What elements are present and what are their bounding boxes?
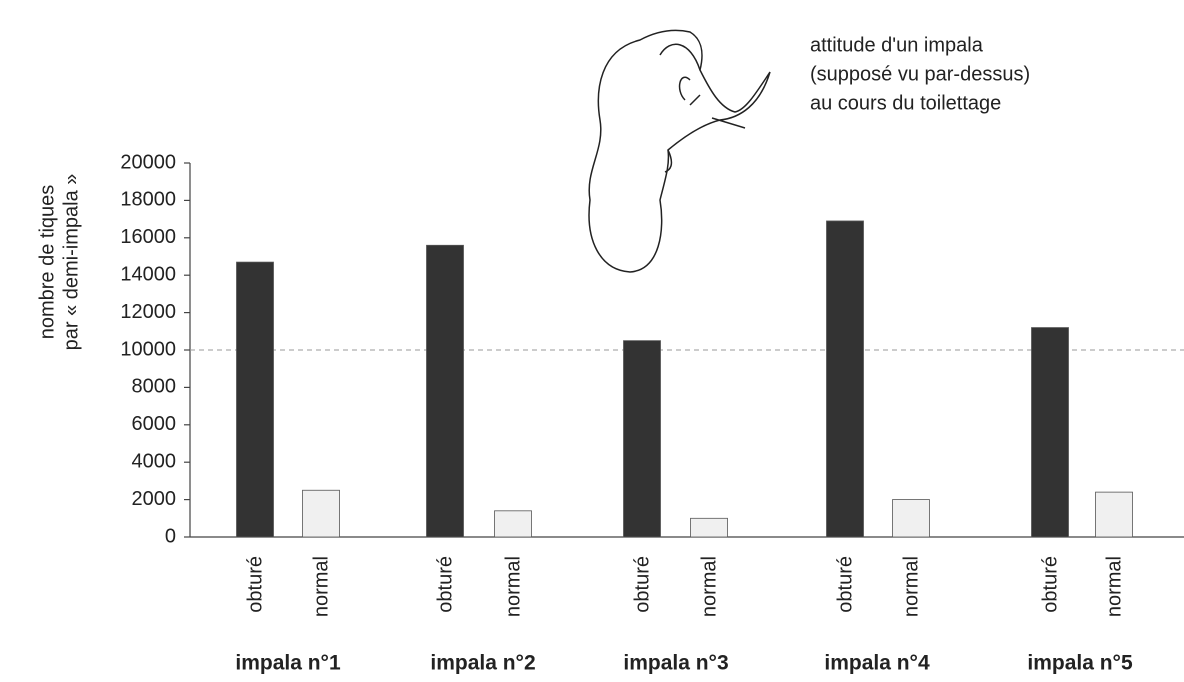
y-tick-label: 20000 bbox=[120, 151, 176, 173]
y-tick-label: 8000 bbox=[132, 376, 177, 398]
bar-label: normal bbox=[1103, 556, 1125, 617]
y-tick-label: 14000 bbox=[120, 263, 176, 285]
annotation: (supposé vu par-dessus) bbox=[810, 63, 1030, 85]
bar bbox=[302, 489, 340, 538]
y-tick-label: 12000 bbox=[120, 301, 176, 323]
impala-drawing bbox=[588, 29, 771, 273]
bar bbox=[1095, 491, 1133, 538]
x-tick-label: impala n°2 bbox=[430, 652, 535, 675]
y-tick-label: 0 bbox=[165, 525, 176, 547]
bar bbox=[426, 244, 464, 538]
bar-label: obturé bbox=[244, 556, 266, 613]
y-tick-label: 6000 bbox=[132, 413, 177, 435]
y-tick-label: 10000 bbox=[120, 338, 176, 360]
x-tick-label: impala n°5 bbox=[1027, 652, 1133, 675]
y-tick-label: 2000 bbox=[132, 488, 177, 510]
bar-label: normal bbox=[310, 556, 332, 617]
bar bbox=[623, 340, 661, 538]
y-tick-label: 18000 bbox=[120, 189, 176, 211]
y-axis-title: par « demi-impala » bbox=[60, 174, 82, 351]
bar bbox=[236, 261, 274, 538]
bar bbox=[494, 510, 532, 538]
x-tick-label: impala n°3 bbox=[623, 652, 728, 675]
bar-label: normal bbox=[900, 556, 922, 617]
y-tick-label: 4000 bbox=[132, 450, 177, 472]
y-tick-label: 16000 bbox=[120, 226, 176, 248]
bar bbox=[1031, 327, 1069, 538]
bar-label: obturé bbox=[834, 556, 856, 613]
annotation: au cours du toilettage bbox=[810, 92, 1001, 114]
bar-label: obturé bbox=[631, 556, 653, 613]
x-tick-label: impala n°1 bbox=[235, 652, 341, 675]
bar bbox=[826, 220, 864, 538]
bar bbox=[690, 517, 728, 538]
y-axis-title: nombre de tiques bbox=[36, 185, 58, 340]
annotation: attitude d'un impala bbox=[810, 34, 984, 56]
bar bbox=[892, 499, 930, 538]
bar-label: obturé bbox=[1039, 556, 1061, 613]
bar-label: normal bbox=[502, 556, 524, 617]
x-tick-label: impala n°4 bbox=[824, 652, 930, 675]
bar-label: obturé bbox=[434, 556, 456, 613]
bar-label: normal bbox=[698, 556, 720, 617]
